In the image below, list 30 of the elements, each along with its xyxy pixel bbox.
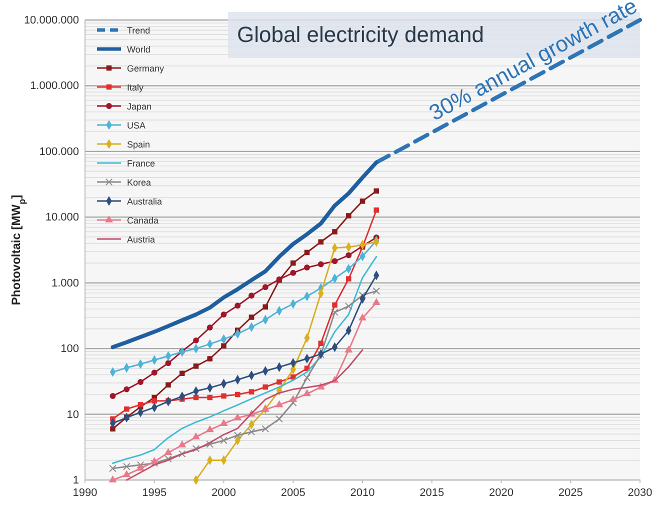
y-tick-label: 1.000.000	[30, 80, 79, 92]
y-tick-label: 100.000	[39, 146, 79, 158]
legend-label: France	[127, 158, 156, 168]
legend-label: Trend	[127, 26, 150, 36]
x-tick-label: 1995	[142, 486, 167, 499]
legend-label: Korea	[127, 178, 152, 188]
legend-label: Germany	[127, 64, 165, 74]
legend-label: Austria	[127, 234, 156, 244]
x-tick-label: 2015	[420, 486, 444, 499]
legend-label: Canada	[127, 216, 159, 226]
y-tick-label: 1	[72, 474, 79, 487]
annotation: Global electricity demand	[237, 22, 484, 47]
x-tick-label: 2010	[350, 486, 375, 499]
x-tick-label: 1990	[72, 486, 98, 499]
y-tick-label: 10.000.000	[24, 14, 79, 27]
legend-label: Japan	[127, 102, 152, 112]
y-tick-label: 10.000	[45, 212, 79, 224]
y-tick-label: 10	[66, 408, 79, 421]
x-tick-label: 2020	[489, 486, 514, 499]
legend-label: World	[127, 44, 150, 54]
y-tick-label: 1.000	[51, 277, 79, 290]
x-tick-label: 2030	[628, 486, 652, 499]
legend-label: Italy	[127, 82, 144, 92]
x-tick-label: 2005	[280, 486, 306, 499]
legend-label: Spain	[127, 140, 150, 150]
y-tick-label: 100	[60, 343, 79, 356]
x-tick-label: 2025	[558, 486, 583, 499]
legend-label: USA	[127, 120, 146, 130]
legend-label: Australia	[127, 196, 162, 206]
x-tick-label: 2000	[212, 486, 236, 499]
